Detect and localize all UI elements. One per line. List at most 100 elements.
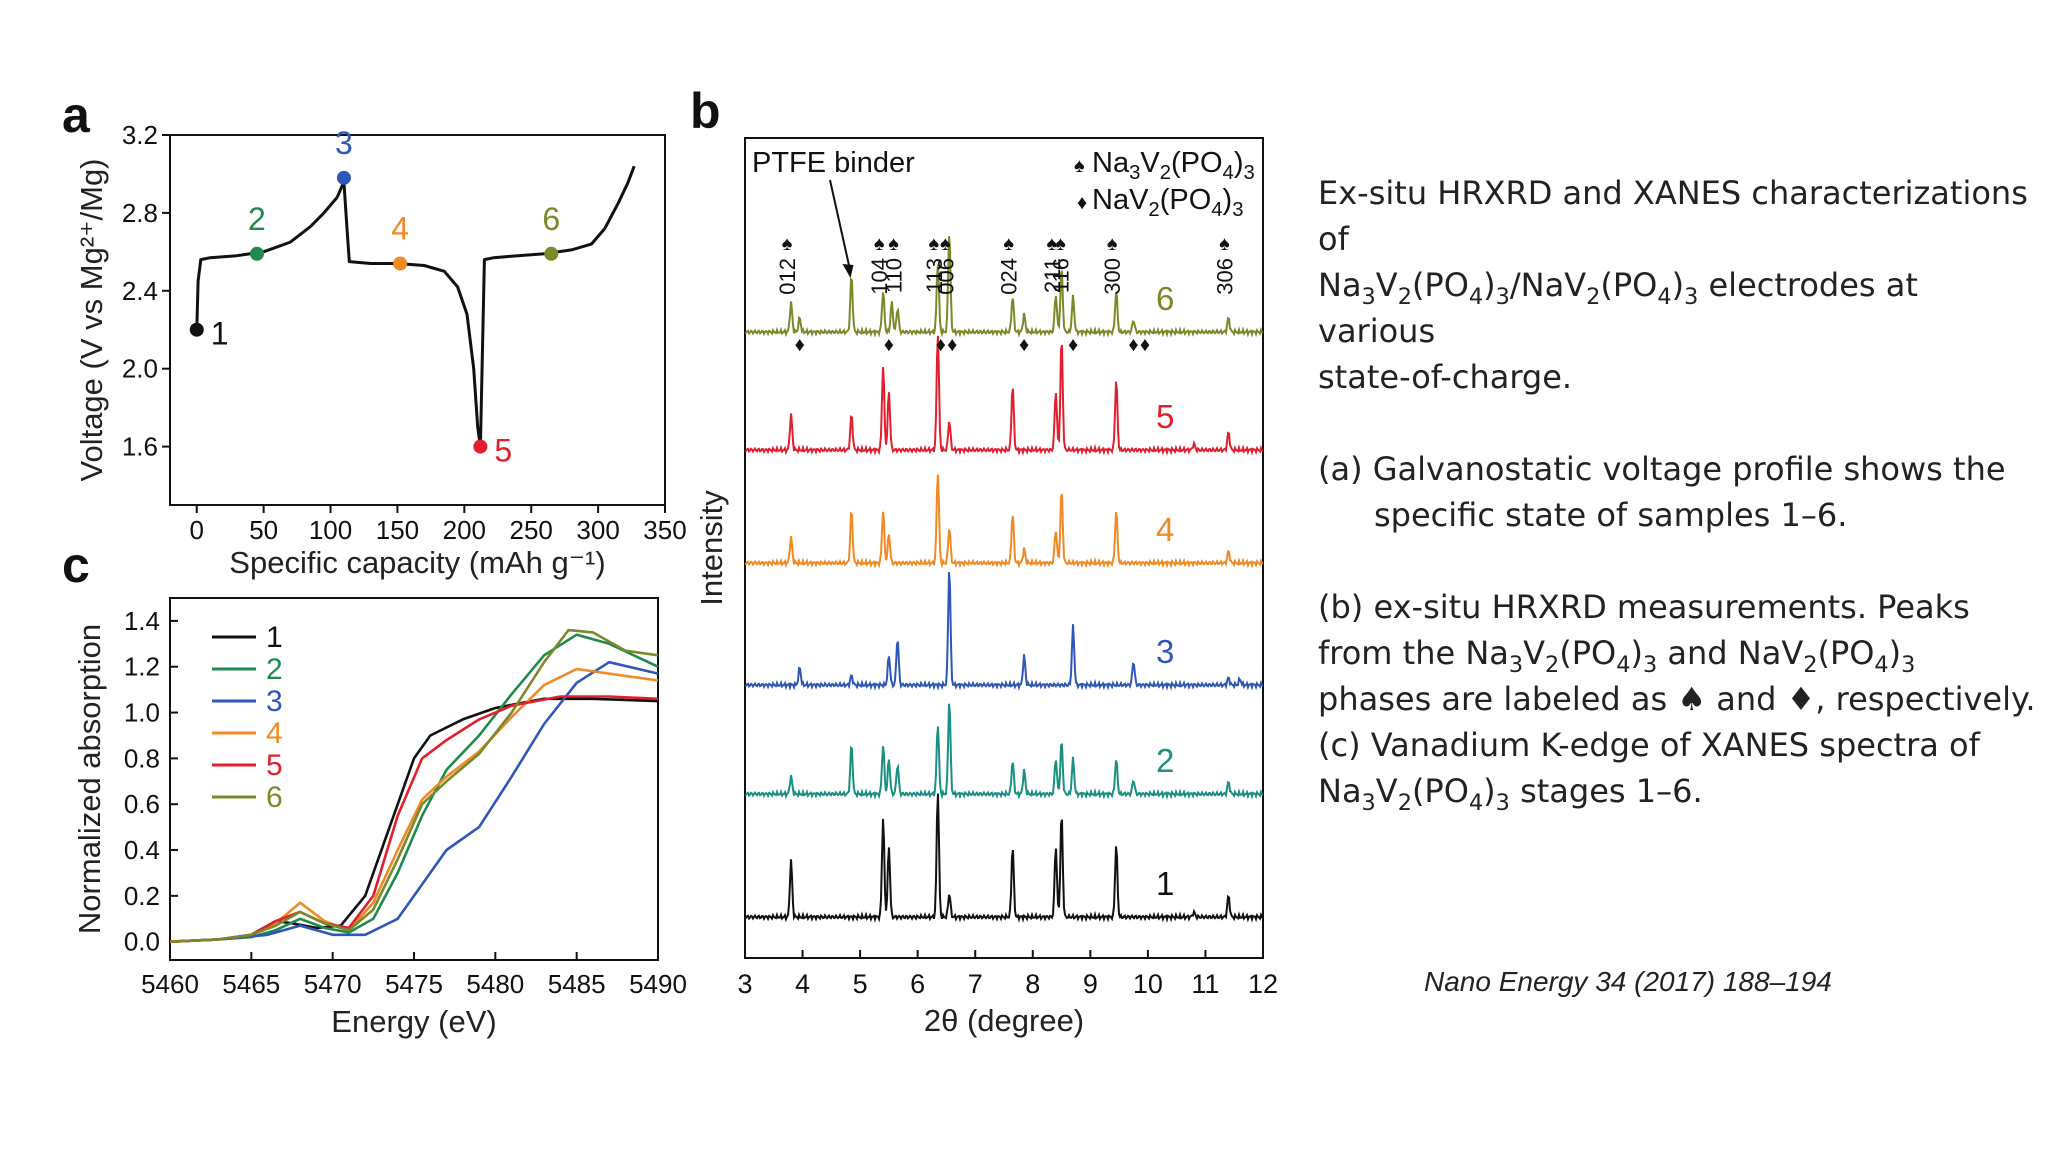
x-tick-label-c: 5460	[141, 969, 199, 999]
x-tick-label-c: 5490	[629, 969, 687, 999]
legend-spade-icon: ♠	[1074, 155, 1085, 177]
hkl-spade-110: ♠	[888, 233, 899, 255]
x-axis-label-b: 2θ (degree)	[924, 1003, 1084, 1038]
y-tick-label-a: 2.4	[122, 276, 158, 306]
caption-panel: Ex-situ HRXRD and XANES characterization…	[1318, 170, 2038, 814]
legend-phase-nav2: NaV2(PO4)3	[1092, 184, 1244, 221]
hkl-spade-306: ♠	[1219, 233, 1230, 255]
hkl-label-116: 116	[1048, 258, 1073, 293]
pattern-label-3: 3	[1156, 633, 1174, 670]
sample-marker-2	[249, 246, 264, 261]
x-tick-label-c: 5470	[304, 969, 362, 999]
chart-c-xanes: 5460 5465 5470 5475 5480 5485 5490 0.0 0.2 0.4 0.6…	[72, 597, 687, 1039]
xanes-curve-6	[169, 628, 659, 943]
caption-title-line-1: Ex-situ HRXRD and XANES characterization…	[1318, 174, 2028, 258]
y-tick-label-c: 0.4	[124, 835, 160, 865]
caption-item-c: (c) Vanadium K-edge of XANES spectra of …	[1318, 726, 1980, 816]
phase-diamond-marker: ♦	[1068, 334, 1078, 356]
hkl-label-024: 024	[997, 258, 1022, 295]
x-tick-label-a: 250	[510, 515, 553, 545]
x-axis-label-c: Energy (eV)	[331, 1004, 496, 1039]
hkl-label-211: 211	[1040, 258, 1065, 293]
xanes-curve-5	[169, 695, 659, 943]
pattern-6	[744, 236, 1264, 338]
x-tick-label-b: 5	[853, 969, 868, 999]
x-tick-label-a: 300	[576, 515, 619, 545]
y-tick-label-a: 2.0	[122, 354, 158, 384]
sample-marker-4	[393, 256, 408, 271]
pattern-2	[744, 703, 1264, 800]
panel-a-letter: a	[62, 87, 91, 143]
hkl-spade-116: ♠	[1055, 233, 1066, 255]
pattern-label-4: 4	[1156, 511, 1174, 548]
legend-label-5: 5	[266, 749, 283, 782]
legend-label-6: 6	[266, 781, 283, 814]
x-tick-label-c: 5475	[385, 969, 443, 999]
x-tick-label-b: 4	[795, 969, 810, 999]
phase-diamond-marker: ♦	[884, 334, 894, 356]
hkl-spade-104: ♠	[874, 233, 885, 255]
ptfe-binder-label: PTFE binder	[752, 147, 915, 179]
sample-label-3: 3	[335, 125, 353, 161]
phase-diamond-marker: ♦	[1128, 334, 1138, 356]
chart-b-hrxrd: 3 4 5 6 7 8 9 10 11 12 2θ (degree) Intensity 6 5 4 3 2 1 P…	[694, 137, 1278, 1038]
figure: a b c 0 50 100 150 200 250 300 350 1.6 2.0 2.4 2.8 3…	[62, 83, 1278, 1039]
y-tick-label-c: 1.2	[124, 652, 160, 682]
legend-label-4: 4	[266, 717, 283, 750]
x-tick-label-b: 6	[910, 969, 925, 999]
sample-label-1: 1	[211, 316, 229, 352]
legend-label-3: 3	[266, 685, 283, 718]
voltage-curve	[195, 165, 636, 449]
hkl-spade-300: ♠	[1107, 233, 1118, 255]
x-tick-label-b: 7	[968, 969, 983, 999]
phase-diamond-marker: ♦	[795, 334, 805, 356]
x-axis-label-a: Specific capacity (mAh g⁻¹)	[229, 545, 605, 580]
x-tick-label-b: 10	[1133, 969, 1163, 999]
x-tick-label-b: 8	[1025, 969, 1040, 999]
pattern-4	[744, 474, 1264, 569]
sample-marker-1	[189, 322, 204, 337]
x-tick-label-c: 5480	[466, 969, 524, 999]
caption-item-b: (b) ex-situ HRXRD measurements. Peaks fr…	[1318, 588, 2036, 718]
caption-title-line-2: Na3V2(PO4)3/NaV2(PO4)3 electrodes at var…	[1318, 266, 1918, 350]
panel-b-letter: b	[690, 83, 721, 139]
x-tick-label-a: 0	[190, 515, 204, 545]
y-tick-label-a: 2.8	[122, 198, 158, 228]
sample-label-2: 2	[248, 201, 266, 237]
sample-label-6: 6	[542, 201, 560, 237]
pattern-label-2: 2	[1156, 742, 1174, 779]
x-tick-label-b: 9	[1083, 969, 1098, 999]
legend-diamond-icon: ♦	[1077, 192, 1087, 214]
hkl-spade-113: ♠	[928, 233, 939, 255]
pattern-1	[744, 793, 1264, 923]
citation: Nano Energy 34 (2017) 188–194	[1424, 966, 1832, 997]
sample-label-5: 5	[494, 433, 512, 469]
x-tick-label-a: 50	[249, 515, 278, 545]
hkl-label-110: 110	[882, 258, 907, 293]
sample-marker-3	[336, 170, 351, 185]
pattern-label-1: 1	[1156, 865, 1174, 902]
y-tick-label-c: 0.8	[124, 743, 160, 773]
pattern-label-6: 6	[1156, 280, 1174, 317]
x-tick-label-b: 3	[737, 969, 752, 999]
y-tick-label-c: 0.2	[124, 881, 160, 911]
ptfe-binder-arrowhead	[842, 264, 854, 278]
pattern-3	[744, 572, 1264, 692]
x-tick-label-a: 100	[309, 515, 352, 545]
x-tick-label-a: 350	[643, 515, 686, 545]
phase-diamond-marker: ♦	[1140, 334, 1150, 356]
caption-item-a: (a) Galvanostatic voltage profile shows …	[1318, 450, 2006, 534]
y-tick-label-c: 1.0	[124, 698, 160, 728]
legend-label-2: 2	[266, 653, 283, 686]
hkl-label-113: 113	[922, 258, 947, 293]
y-tick-label-c: 0.6	[124, 789, 160, 819]
x-tick-label-b: 12	[1248, 969, 1278, 999]
x-tick-label-c: 5465	[222, 969, 280, 999]
sample-marker-5	[473, 439, 488, 454]
plot-frame-b	[744, 137, 1264, 959]
y-tick-label-a: 1.6	[122, 432, 158, 462]
hkl-label-006: 006	[933, 258, 958, 295]
xanes-curve-3	[169, 660, 659, 943]
hkl-spade-012: ♠	[782, 233, 793, 255]
x-tick-label-a: 150	[376, 515, 419, 545]
